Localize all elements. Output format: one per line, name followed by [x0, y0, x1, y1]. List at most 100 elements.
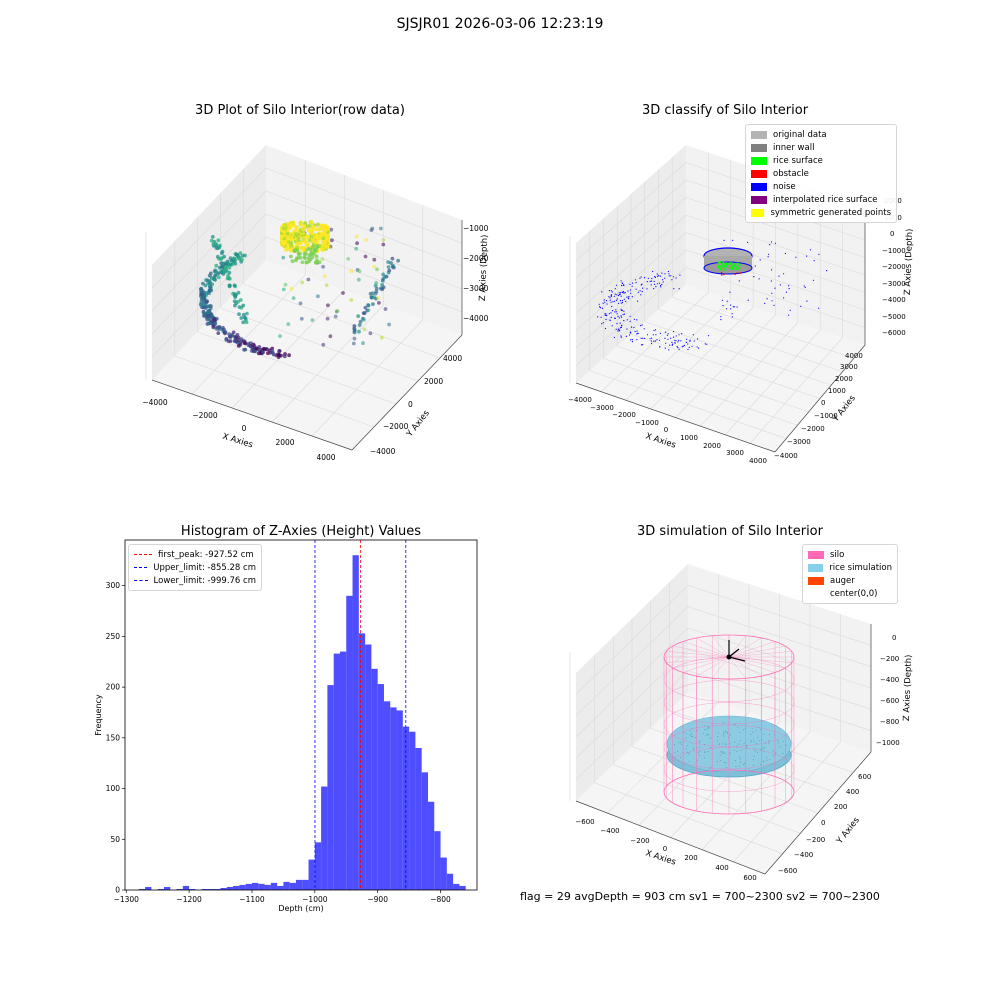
rice-simulation-mesh-point [768, 734, 770, 735]
p2-noise-point [731, 313, 733, 315]
p1-data-point [299, 227, 303, 232]
p2-noise-point [611, 325, 613, 327]
rice-simulation-mesh-point [751, 727, 753, 729]
histogram-x-tick-label: −1200 [176, 895, 202, 904]
p4-ztick-3: −600 [880, 697, 899, 705]
rice-simulation-mesh-point [762, 761, 764, 763]
p1-data-point [287, 239, 292, 244]
p2-grid [575, 179, 687, 279]
rice-simulation-mesh-point [740, 749, 742, 751]
p1-data-point [361, 341, 365, 346]
p1-data-point [242, 341, 247, 345]
p2-obstacle-point [734, 273, 736, 276]
histogram-bar [277, 885, 284, 890]
p1-data-point [211, 324, 216, 328]
p1-data-point [213, 273, 218, 277]
legend-label: interpolated rice surface [773, 194, 878, 205]
legend-item-rice-simulation: rice simulation [808, 561, 892, 574]
p1-data-point [303, 221, 308, 226]
p1-data-point [280, 235, 285, 240]
p2-grid [644, 321, 832, 386]
p2-noise-point [630, 292, 632, 294]
silo-roof-line [728, 637, 762, 658]
p1-data-point [244, 320, 249, 325]
p1-data-point [220, 269, 224, 273]
p1-data-point [204, 293, 208, 298]
p2-ytick-5: 1000 [828, 387, 846, 395]
legend-label: original data [773, 129, 827, 140]
p1-data-point [317, 244, 321, 249]
p1-data-point [305, 247, 309, 252]
p2-rice-point [732, 262, 735, 265]
p2-noise-point [620, 295, 622, 297]
histogram-bar [264, 884, 271, 890]
p1-data-point [222, 261, 227, 266]
histogram-x-tick-label: −1000 [302, 895, 328, 904]
p1-data-point [310, 255, 315, 260]
p1-data-point [209, 288, 214, 293]
legend-item-auger: auger [808, 574, 892, 587]
p2-noise-point [629, 320, 631, 322]
p1-data-point [304, 260, 309, 265]
p1-data-point [233, 261, 238, 266]
p2-noise-point [667, 333, 669, 335]
p2-noise-point [660, 286, 662, 288]
p1-data-point [236, 290, 241, 295]
p2-noise-point [626, 319, 628, 321]
p1-data-point [245, 311, 249, 316]
rice-simulation-mesh-point [695, 762, 697, 764]
center-marker [726, 654, 732, 660]
p1-data-point [230, 262, 234, 267]
legend-label: rice surface [773, 155, 823, 166]
p1-data-point [208, 306, 213, 311]
p1-data-point [202, 296, 207, 301]
p2-noise-point [640, 337, 642, 339]
p1-data-point [306, 256, 311, 261]
p2-rice-point [722, 264, 725, 267]
rice-simulation-mesh-point [704, 752, 706, 753]
legend-item-interpolated-rice-surface: interpolated rice surface [751, 193, 891, 206]
silo-roof-line [666, 656, 730, 663]
p1-data-point [377, 301, 381, 305]
p2-noise-point [609, 299, 611, 301]
silo-roof-line [672, 645, 730, 658]
p1-data-point [277, 349, 282, 353]
p1-data-point [285, 231, 290, 236]
p4-grid [575, 585, 689, 695]
rice-simulation-mesh-point [683, 731, 685, 733]
p1-data-point [210, 321, 215, 326]
p2-noise-point [626, 328, 628, 330]
p1-data-point [207, 279, 212, 283]
rice-simulation-mesh-point [735, 766, 737, 768]
p1-data-point [280, 241, 285, 246]
p1-data-point [233, 292, 237, 296]
p1-data-point [322, 224, 327, 229]
p2-noise-point [656, 339, 658, 341]
rice-simulation-mesh-point [768, 740, 770, 742]
p1-data-point [280, 238, 284, 243]
p2-noise-point [605, 314, 607, 316]
p1-data-point [280, 227, 285, 232]
p2-rice-point [724, 262, 727, 265]
p2-noise-point [771, 300, 773, 302]
p2-noise-point [668, 349, 670, 351]
p1-data-point [324, 231, 329, 236]
p1-data-point [209, 312, 214, 316]
p2-zlabel: Z Axies (Depth) [903, 228, 915, 295]
p1-data-point [387, 322, 391, 327]
p1-data-point [301, 227, 306, 232]
p2-noise-point [614, 293, 616, 295]
rice-simulation-mesh-point [753, 755, 755, 757]
silo-roof-line [728, 645, 786, 658]
p1-data-point [307, 246, 311, 251]
hist-xlabel: Depth (cm) [278, 904, 323, 913]
p1-data-point [227, 276, 232, 281]
p2-noise-point [672, 276, 675, 278]
p2-noise-point [764, 302, 766, 304]
p2-rice-point [717, 264, 720, 267]
p1-data-point [374, 281, 379, 285]
rice-simulation-mesh-point [733, 724, 735, 726]
p1-ytick-3: 2000 [424, 377, 443, 386]
p1-data-point [324, 227, 329, 232]
histogram-bar [421, 772, 428, 890]
